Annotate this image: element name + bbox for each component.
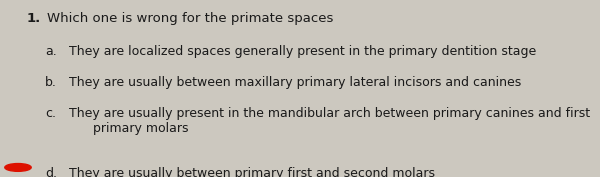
Text: b.: b. bbox=[45, 76, 57, 89]
Text: 1.: 1. bbox=[27, 12, 41, 25]
Circle shape bbox=[5, 164, 31, 171]
Text: They are usually present in the mandibular arch between primary canines and firs: They are usually present in the mandibul… bbox=[69, 107, 590, 135]
Text: They are usually between maxillary primary lateral incisors and canines: They are usually between maxillary prima… bbox=[69, 76, 521, 89]
Text: c.: c. bbox=[45, 107, 56, 120]
Text: Which one is wrong for the primate spaces: Which one is wrong for the primate space… bbox=[47, 12, 333, 25]
Text: d.: d. bbox=[45, 167, 57, 177]
Text: a.: a. bbox=[45, 45, 57, 58]
Text: They are usually between primary first and second molars: They are usually between primary first a… bbox=[69, 167, 435, 177]
Text: They are localized spaces generally present in the primary dentition stage: They are localized spaces generally pres… bbox=[69, 45, 536, 58]
